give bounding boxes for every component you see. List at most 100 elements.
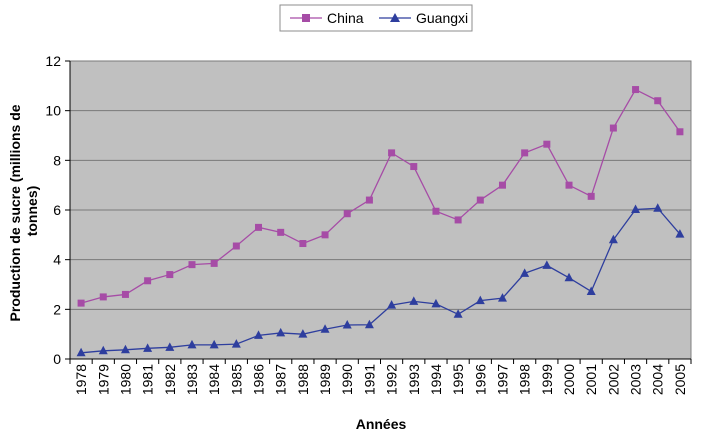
- data-point-china-1980: [121, 290, 129, 298]
- data-point-guangxi-1997: [497, 293, 507, 302]
- x-tick-label-2001: 2001: [583, 364, 599, 395]
- data-point-china-1979: [99, 293, 107, 301]
- data-point-guangxi-1998: [520, 268, 530, 277]
- legend: China Guangxi: [279, 4, 473, 32]
- data-point-china-1992: [388, 149, 396, 157]
- data-point-guangxi-1995: [453, 309, 463, 318]
- x-axis-title: Années: [356, 416, 407, 432]
- y-tick-label-8: 8: [53, 152, 61, 168]
- data-point-guangxi-2004: [653, 203, 663, 212]
- data-point-china-2002: [609, 124, 617, 132]
- data-point-guangxi-2002: [608, 234, 618, 244]
- x-tick-label-1984: 1984: [206, 364, 222, 395]
- data-point-guangxi-1989: [320, 324, 330, 333]
- y-tick-label-10: 10: [45, 103, 61, 119]
- x-tick-label-1980: 1980: [117, 364, 133, 395]
- x-tick-label-2005: 2005: [672, 364, 688, 395]
- data-point-guangxi-1981: [143, 343, 153, 352]
- x-tick-label-2003: 2003: [628, 364, 644, 395]
- y-axis-title: Production de sucre (millions de tonnes): [7, 101, 40, 322]
- x-tick-label-1989: 1989: [317, 364, 333, 395]
- data-point-china-1984: [210, 259, 218, 267]
- data-point-china-1994: [432, 207, 440, 215]
- data-point-guangxi-2003: [631, 204, 641, 214]
- x-tick-label-1982: 1982: [162, 364, 178, 395]
- series-line-guangxi: [81, 207, 681, 354]
- x-tick-label-1995: 1995: [450, 364, 466, 395]
- data-point-guangxi-2005: [675, 229, 685, 238]
- gridlines: [70, 60, 691, 310]
- data-point-china-2005: [676, 128, 684, 136]
- data-point-guangxi-1985: [231, 339, 241, 348]
- data-point-china-1996: [476, 196, 484, 204]
- data-point-china-1999: [543, 140, 551, 148]
- data-point-guangxi-1990: [342, 319, 352, 329]
- data-point-guangxi-1993: [409, 296, 419, 305]
- legend-china-marker-icon: [302, 14, 310, 22]
- data-point-china-1989: [321, 231, 329, 239]
- data-point-china-1987: [277, 228, 285, 236]
- legend-box: [279, 4, 473, 32]
- y-axis-title-line-2: tonnes): [24, 186, 40, 237]
- x-tick-label-1979: 1979: [95, 364, 111, 395]
- data-point-china-1986: [255, 223, 263, 231]
- data-point-china-1998: [521, 149, 529, 157]
- x-tick-label-1993: 1993: [406, 364, 422, 395]
- x-tick-label-1981: 1981: [140, 364, 156, 395]
- series-lines: [76, 86, 685, 357]
- data-point-china-2001: [587, 192, 595, 200]
- x-tick-label-1988: 1988: [295, 364, 311, 395]
- x-tick-label-1999: 1999: [539, 364, 555, 395]
- data-point-china-1982: [166, 271, 174, 279]
- x-tick-label-1994: 1994: [428, 364, 444, 395]
- tick-labels: 0 2 4 6 8 10 12 1978 1979 1980 1981 1982 1983 1984 198…: [45, 53, 687, 395]
- data-point-china-1990: [343, 210, 351, 218]
- y-axis-title-line-1: Production de sucre (millions de: [7, 104, 23, 321]
- series-line-china: [80, 88, 681, 304]
- data-point-guangxi-1978: [76, 347, 86, 357]
- axes: [65, 60, 692, 364]
- data-point-guangxi-1984: [209, 339, 219, 349]
- data-point-china-1988: [299, 240, 307, 248]
- data-point-guangxi-2001: [586, 286, 596, 295]
- data-point-guangxi-2000: [564, 272, 574, 282]
- data-point-guangxi-1982: [165, 342, 175, 351]
- x-tick-label-1986: 1986: [251, 364, 267, 395]
- data-point-guangxi-1983: [187, 339, 197, 349]
- data-point-guangxi-1987: [276, 327, 286, 337]
- x-tick-label-1978: 1978: [73, 364, 89, 395]
- x-tick-label-2000: 2000: [561, 364, 577, 395]
- y-tick-label-2: 2: [53, 301, 61, 317]
- y-tick-label-4: 4: [53, 252, 61, 268]
- data-point-guangxi-1979: [98, 345, 108, 355]
- x-tick-label-2002: 2002: [605, 364, 621, 395]
- data-point-guangxi-1988: [298, 329, 308, 338]
- data-point-china-1995: [454, 216, 462, 224]
- data-point-guangxi-1996: [475, 295, 485, 305]
- data-point-guangxi-1992: [387, 300, 397, 309]
- y-tick-label-0: 0: [53, 351, 61, 367]
- data-point-guangxi-1980: [120, 344, 130, 354]
- x-tick-label-1998: 1998: [517, 364, 533, 395]
- legend-guangxi-marker-icon: [390, 13, 400, 22]
- legend-china-label: China: [327, 10, 364, 26]
- series-guangxi: [76, 203, 685, 357]
- data-point-china-1978: [77, 299, 85, 307]
- series-china: [77, 86, 684, 307]
- data-point-china-1993: [410, 163, 418, 171]
- data-point-china-1991: [365, 196, 373, 204]
- legend-guangxi-label: Guangxi: [416, 10, 468, 26]
- data-point-guangxi-1994: [431, 298, 441, 308]
- y-tick-label-6: 6: [53, 202, 61, 218]
- x-tick-label-1992: 1992: [384, 364, 400, 395]
- data-point-china-2004: [654, 97, 662, 105]
- data-point-guangxi-1991: [364, 319, 374, 329]
- data-point-china-1985: [232, 242, 240, 250]
- x-tick-label-1987: 1987: [273, 364, 289, 395]
- x-tick-label-1991: 1991: [361, 364, 377, 395]
- x-tick-label-1996: 1996: [472, 364, 488, 395]
- data-point-china-2000: [565, 181, 573, 189]
- x-tick-label-2004: 2004: [650, 364, 666, 395]
- x-tick-label-1985: 1985: [228, 364, 244, 395]
